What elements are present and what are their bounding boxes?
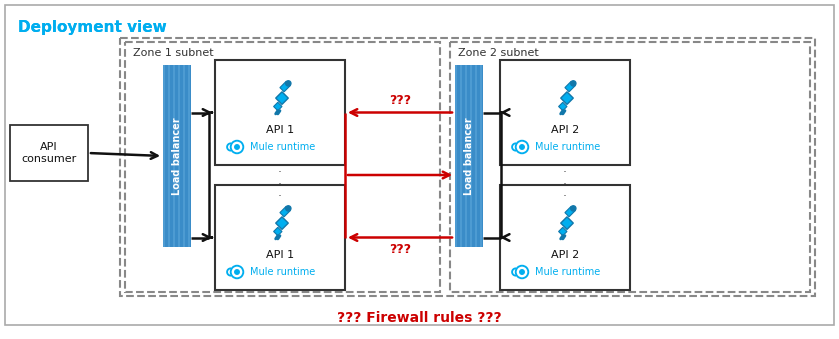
Text: Load balancer: Load balancer: [464, 117, 474, 195]
Text: .
.
.: . . .: [278, 161, 282, 199]
Text: Mule runtime: Mule runtime: [250, 142, 315, 152]
Polygon shape: [280, 81, 290, 92]
Bar: [455, 65, 457, 247]
Bar: [450, 42, 810, 292]
Polygon shape: [559, 102, 567, 111]
Polygon shape: [560, 217, 573, 230]
Bar: [465, 65, 467, 247]
Text: ???: ???: [389, 94, 411, 107]
Polygon shape: [274, 227, 282, 236]
Bar: [475, 65, 477, 247]
Text: Mule runtime: Mule runtime: [535, 142, 600, 152]
Text: API 2: API 2: [551, 250, 579, 260]
Text: API 1: API 1: [266, 125, 294, 135]
Text: Mule runtime: Mule runtime: [535, 267, 600, 277]
Bar: [163, 65, 191, 247]
Bar: [215, 185, 345, 290]
Polygon shape: [276, 217, 289, 230]
Circle shape: [571, 81, 576, 86]
Polygon shape: [560, 92, 573, 104]
Polygon shape: [565, 206, 576, 217]
Bar: [455, 65, 483, 247]
Text: API 2: API 2: [551, 125, 579, 135]
Bar: [10, 125, 88, 181]
Text: API 1: API 1: [266, 250, 294, 260]
Bar: [120, 38, 815, 296]
Bar: [188, 65, 190, 247]
Text: Load balancer: Load balancer: [172, 117, 182, 195]
Text: ??? Firewall rules ???: ??? Firewall rules ???: [336, 311, 502, 325]
Text: Zone 1 subnet: Zone 1 subnet: [133, 48, 214, 58]
Text: Deployment view: Deployment view: [18, 20, 167, 35]
Polygon shape: [276, 92, 289, 104]
Circle shape: [571, 206, 576, 211]
Bar: [183, 65, 185, 247]
Bar: [215, 60, 345, 165]
Bar: [168, 65, 170, 247]
Bar: [173, 65, 175, 247]
Text: .
.
.: . . .: [563, 161, 567, 199]
Polygon shape: [559, 227, 567, 236]
Circle shape: [285, 81, 291, 86]
Circle shape: [519, 270, 524, 274]
Circle shape: [235, 145, 239, 149]
Bar: [163, 65, 165, 247]
Bar: [125, 42, 440, 292]
Circle shape: [285, 206, 291, 211]
Text: API
consumer: API consumer: [21, 142, 76, 164]
Text: Deployment view: Deployment view: [18, 20, 167, 35]
Circle shape: [519, 145, 524, 149]
Text: Mule runtime: Mule runtime: [250, 267, 315, 277]
Bar: [178, 65, 180, 247]
Bar: [500, 185, 630, 290]
Bar: [470, 65, 472, 247]
Circle shape: [235, 270, 239, 274]
Bar: [460, 65, 462, 247]
Text: Zone 2 subnet: Zone 2 subnet: [458, 48, 539, 58]
Bar: [480, 65, 482, 247]
Bar: [500, 60, 630, 165]
Polygon shape: [274, 102, 282, 111]
Polygon shape: [280, 206, 290, 217]
Polygon shape: [565, 81, 576, 92]
Text: ???: ???: [389, 243, 411, 256]
